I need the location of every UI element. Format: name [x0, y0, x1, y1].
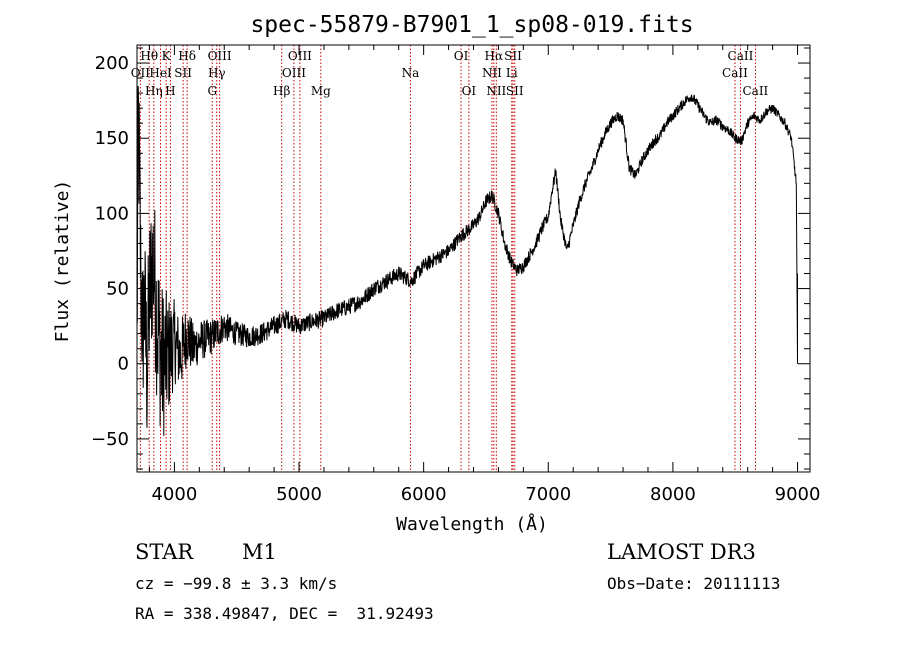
spectral-line-label: Hθ [140, 49, 158, 63]
spectral-line-label: Mg [311, 84, 331, 98]
spectral-line-label: Hα [485, 49, 504, 63]
spectral-line-label: NII [482, 66, 502, 80]
spectral-line-label: NII [486, 84, 506, 98]
spectral-line-label: OIII [282, 66, 306, 80]
spectral-line-label: K [162, 49, 172, 63]
spectral-line-label: Li [506, 66, 518, 80]
spectral-line-label: Hδ [178, 49, 196, 63]
x-axis-label: Wavelength (Å) [396, 513, 548, 535]
spectral-line-label: CaII [728, 49, 754, 63]
flux-series-line [136, 85, 798, 436]
spectral-line-label: Hη [145, 84, 163, 98]
spectral-line-label: H [165, 84, 175, 98]
spectral-line-label: G [207, 84, 217, 98]
spectral-line-label: OIII [208, 49, 232, 63]
spectral-line-label: Hβ [273, 84, 290, 98]
spectral-line-label: SII [174, 66, 192, 80]
chart-title: spec-55879-B7901_1_sp08-019.fits [250, 12, 693, 38]
redshift-cz: cz = −99.8 ± 3.3 km/s [135, 574, 338, 593]
x-tick-label: 6000 [401, 484, 447, 505]
plot-frame [136, 44, 811, 473]
spectral-line-label: OII [131, 66, 151, 80]
spectral-line-label: SII [504, 49, 522, 63]
y-tick-label: 100 [95, 203, 129, 224]
spectral-line-label: Na [402, 66, 420, 80]
spectral-line-label: Hγ [208, 66, 226, 80]
spectral-line-label: OIII [288, 49, 312, 63]
y-tick-label: 0 [118, 354, 129, 375]
y-axis-label: Flux (relative) [52, 180, 73, 343]
x-tick-label: 7000 [525, 484, 571, 505]
spectral-line-label: HeI [149, 66, 172, 80]
x-tick-label: 9000 [775, 484, 821, 505]
spectral-line-label: SII [506, 84, 524, 98]
y-tick-label: 150 [95, 128, 129, 149]
spectral-line-labels: OII Hθ Hη HeI K H SII Hδ G Hγ OIII Hβ OIII OIII Mg Na OI… [131, 49, 769, 98]
object-subclass: M1 [242, 540, 277, 564]
x-tick-label: 5000 [276, 484, 322, 505]
spectral-line-label: OI [462, 84, 477, 98]
x-tick-label: 8000 [650, 484, 696, 505]
object-class: STAR [135, 540, 194, 564]
y-tick-label: 200 [95, 53, 129, 74]
spectral-line-label: CaII [722, 66, 748, 80]
spectral-line-label: OI [454, 49, 469, 63]
spectral-line-label: CaII [742, 84, 768, 98]
spectral-line-markers [139, 45, 756, 472]
x-tick-label: 4000 [151, 484, 197, 505]
coordinates: RA = 338.49847, DEC = 31.92493 [135, 604, 434, 623]
y-tick-label: 50 [106, 279, 129, 300]
survey-name: LAMOST DR3 [607, 540, 756, 564]
y-tick-label: −50 [91, 429, 129, 450]
axis-ticks: 4000 5000 6000 7000 8000 9000 −50 0 50 100 150 200 [91, 45, 820, 505]
observation-date: Obs−Date: 20111113 [607, 574, 781, 593]
